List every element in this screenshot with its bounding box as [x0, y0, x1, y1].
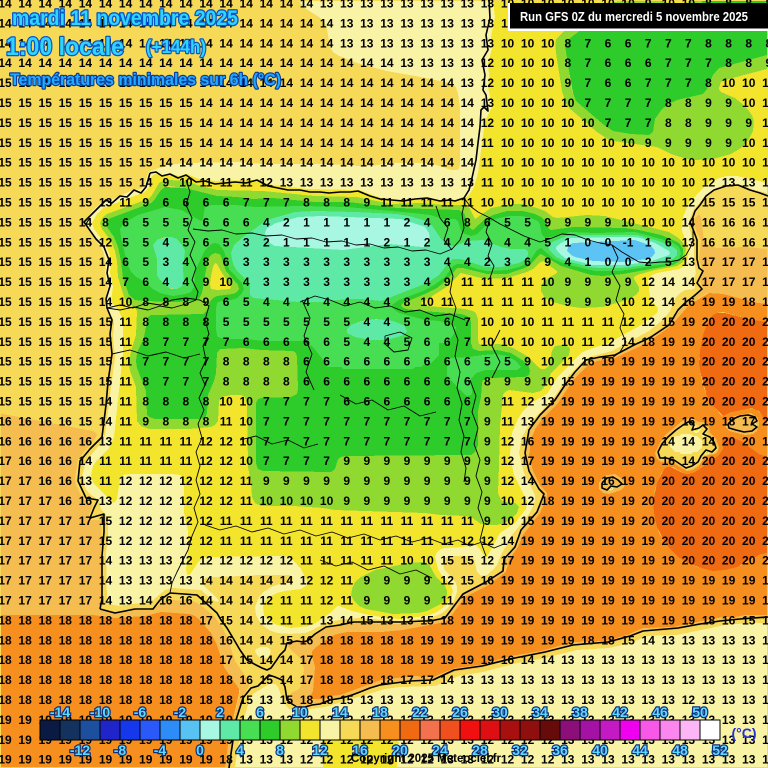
- svg-text:-8: -8: [114, 742, 127, 758]
- svg-text:0: 0: [196, 742, 204, 758]
- svg-text:mardi 11 novembre 2025: mardi 11 novembre 2025: [12, 7, 238, 30]
- svg-text:32: 32: [512, 742, 528, 758]
- svg-text:-4: -4: [154, 742, 167, 758]
- svg-text:50: 50: [692, 704, 708, 720]
- svg-text:20: 20: [392, 742, 408, 758]
- svg-text:12: 12: [312, 742, 328, 758]
- svg-text:Copyright 2025 Meteociel.fr: Copyright 2025 Meteociel.fr: [351, 751, 501, 765]
- svg-text:22: 22: [412, 704, 428, 720]
- svg-text:(°C): (°C): [731, 725, 756, 741]
- svg-text:2: 2: [216, 704, 224, 720]
- svg-text:30: 30: [492, 704, 508, 720]
- svg-text:-2: -2: [174, 704, 187, 720]
- svg-text:42: 42: [612, 704, 628, 720]
- svg-text:(+144h): (+144h): [146, 37, 206, 57]
- svg-text:44: 44: [632, 742, 648, 758]
- svg-text:1:00 locale: 1:00 locale: [6, 33, 124, 61]
- svg-text:34: 34: [532, 704, 548, 720]
- svg-text:6: 6: [256, 704, 264, 720]
- svg-text:48: 48: [672, 742, 688, 758]
- svg-text:36: 36: [552, 742, 568, 758]
- svg-text:38: 38: [572, 704, 588, 720]
- svg-text:4: 4: [236, 742, 244, 758]
- svg-text:8: 8: [276, 742, 284, 758]
- svg-text:40: 40: [592, 742, 608, 758]
- svg-text:Run GFS 0Z du mercredi 5 novem: Run GFS 0Z du mercredi 5 novembre 2025: [520, 10, 748, 24]
- svg-text:18: 18: [372, 704, 388, 720]
- svg-text:-10: -10: [90, 704, 110, 720]
- svg-text:-14: -14: [50, 704, 70, 720]
- svg-text:46: 46: [652, 704, 668, 720]
- svg-text:-12: -12: [70, 742, 90, 758]
- svg-text:Températures minimales sur 6h: Températures minimales sur 6h (°C): [10, 71, 281, 89]
- svg-text:16: 16: [352, 742, 368, 758]
- svg-text:24: 24: [432, 742, 448, 758]
- svg-text:-6: -6: [134, 704, 147, 720]
- svg-text:14: 14: [332, 704, 348, 720]
- svg-text:28: 28: [472, 742, 488, 758]
- svg-text:52: 52: [712, 742, 728, 758]
- svg-text:26: 26: [452, 704, 468, 720]
- svg-text:10: 10: [292, 704, 308, 720]
